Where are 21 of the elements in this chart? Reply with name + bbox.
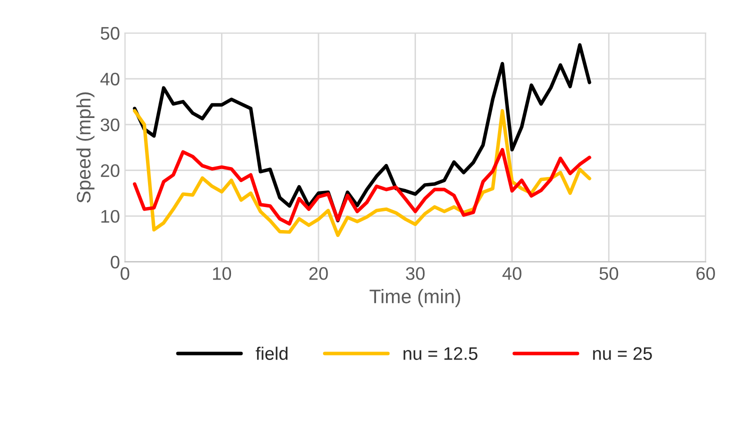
line-series [132, 148, 592, 226]
y-tick-label: 40 [100, 72, 120, 86]
x-tick-label: 50 [600, 267, 618, 280]
x-axis-title: Time (min) [370, 289, 460, 308]
x-tick-label: 10 [213, 267, 232, 280]
legend-label: nu = 12.5 [404, 347, 478, 360]
x-tick-label: 30 [406, 267, 425, 280]
x-tick-label: 20 [309, 267, 328, 280]
line-series [132, 109, 592, 237]
y-tick-label: 20 [100, 164, 120, 177]
x-tick-label: 40 [502, 267, 522, 280]
line-series [132, 43, 592, 222]
y-tick-label: 0 [110, 256, 120, 269]
legend-label: field [256, 346, 288, 360]
y-axis-title: Speed (mph) [76, 92, 94, 203]
x-tick-label: 60 [696, 267, 715, 280]
y-tick-label: 50 [100, 26, 120, 40]
legend-label: nu = 25 [593, 347, 652, 360]
y-tick-label: 10 [101, 210, 120, 223]
x-tick-label: 0 [120, 267, 130, 280]
y-tick-label: 30 [100, 118, 120, 132]
